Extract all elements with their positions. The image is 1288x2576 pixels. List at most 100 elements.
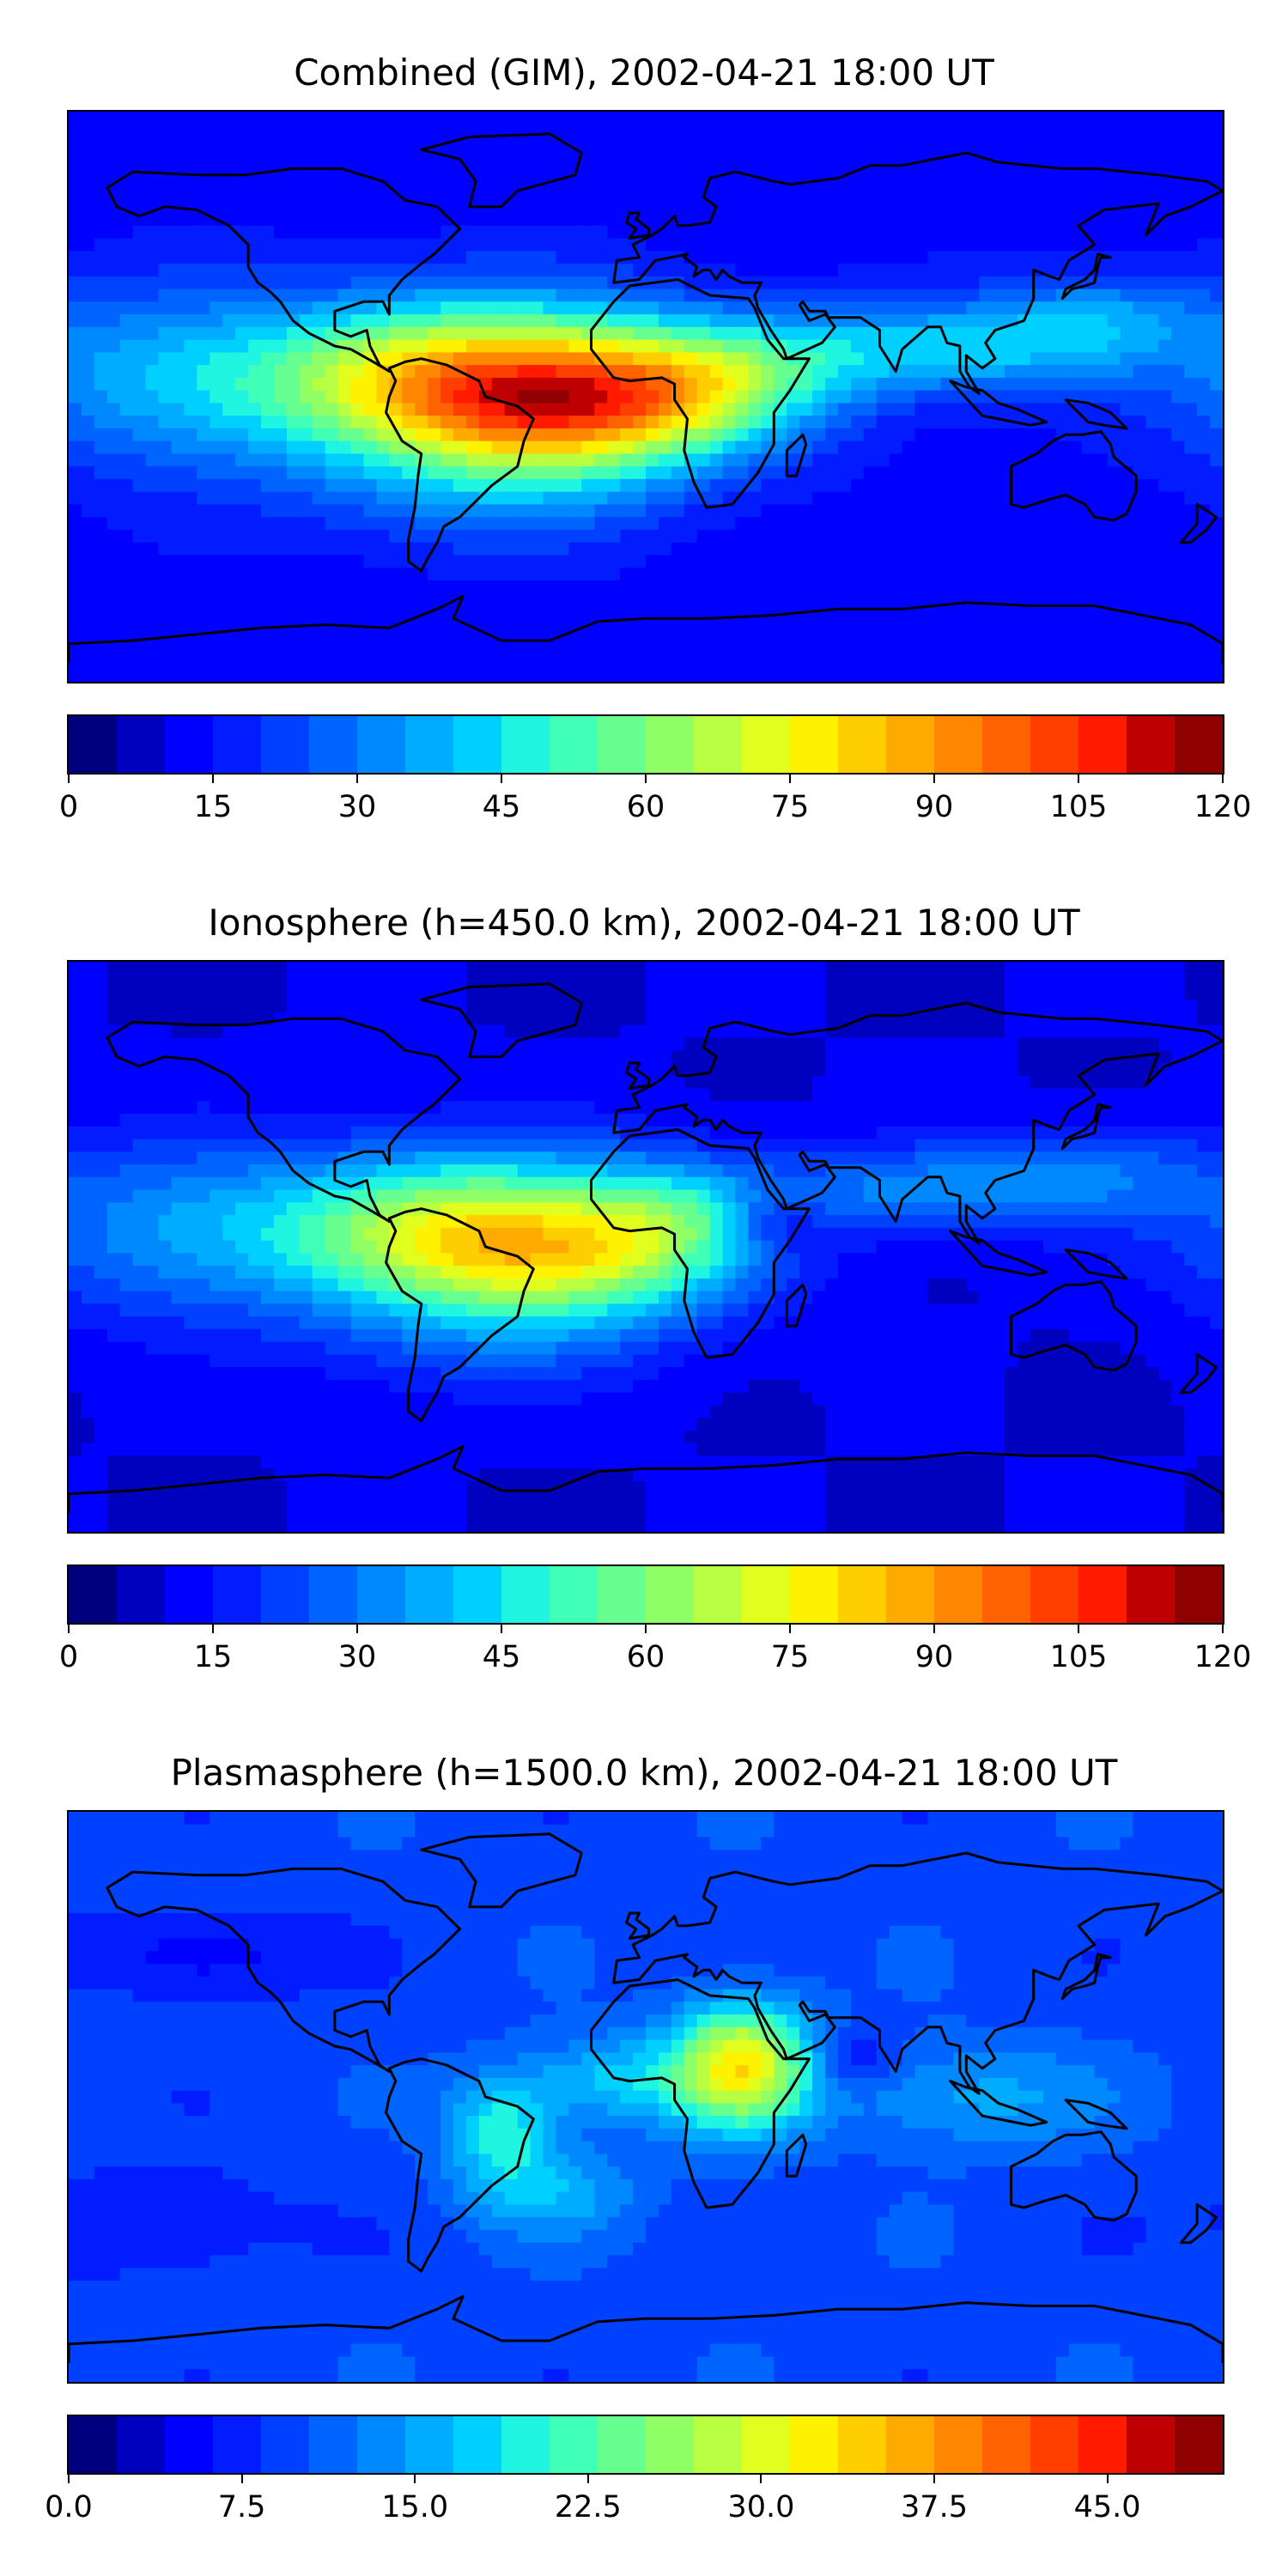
tec-cell [748, 238, 762, 252]
tec-cell [709, 339, 724, 354]
tec-cell [491, 529, 506, 544]
tec-cell [504, 999, 519, 1013]
tec-cell [799, 592, 813, 607]
tec-cell [491, 491, 506, 506]
tec-cell [709, 187, 724, 202]
tec-cell [299, 999, 313, 1013]
tec-cell [465, 225, 480, 240]
tec-cell [683, 631, 698, 645]
tec-cell [850, 504, 865, 518]
tec-cell [376, 974, 391, 988]
tec-cell [235, 365, 249, 379]
tec-cell [838, 555, 852, 568]
tec-cell [927, 1037, 942, 1052]
tec-cell [478, 251, 493, 264]
tec-cell [210, 112, 223, 125]
tec-cell [158, 643, 173, 658]
tec-cell [1184, 390, 1198, 404]
tec-cell [902, 618, 916, 632]
tec-cell [94, 962, 108, 975]
tec-cell [966, 289, 980, 303]
tec-cell [184, 517, 198, 531]
tec-cell [761, 669, 775, 682]
tec-cell [850, 974, 865, 988]
tec-cell [69, 251, 82, 264]
tec-cell [453, 1050, 467, 1064]
tec-cell [1197, 289, 1211, 303]
tec-cell [1068, 529, 1083, 544]
tec-cell [94, 200, 108, 214]
tec-cell [81, 466, 95, 480]
tec-cell [671, 466, 685, 480]
tec-cell [132, 124, 147, 138]
tec-cell [1068, 301, 1083, 315]
tec-cell [1030, 352, 1044, 366]
tec-cell [415, 504, 428, 518]
tec-cell [235, 403, 249, 416]
tec-cell [171, 314, 185, 328]
tec-cell [709, 112, 724, 125]
tec-cell [69, 568, 82, 581]
tec-cell [761, 416, 775, 429]
tec-cell [927, 580, 942, 594]
tec-cell [415, 542, 428, 556]
tec-cell [478, 149, 493, 163]
tec-cell [992, 149, 1005, 163]
tec-cell [966, 1024, 980, 1039]
tec-cell [1055, 1050, 1070, 1064]
tec-cell [1042, 428, 1057, 442]
tec-cell [863, 1024, 878, 1039]
tec-cell [607, 124, 621, 138]
map-combined [67, 110, 1224, 683]
tec-cell [1094, 416, 1109, 429]
tec-cell [1081, 1050, 1096, 1064]
tec-cell [222, 137, 236, 151]
tec-cell [863, 618, 878, 632]
tec-cell [889, 1063, 903, 1077]
tec-cell [299, 517, 313, 531]
tec-cell [1197, 225, 1211, 240]
tec-cell [402, 999, 416, 1013]
tec-cell [94, 491, 108, 506]
tec-cell [325, 390, 339, 404]
tec-cell [876, 112, 890, 125]
tec-cell [1120, 390, 1134, 404]
tec-cell [261, 1075, 275, 1090]
tec-cell [248, 962, 262, 975]
tec-cell [735, 1050, 750, 1064]
tec-cell [286, 428, 301, 442]
tec-cell [1018, 580, 1031, 594]
tec-cell [1145, 149, 1160, 163]
tec-cell [428, 377, 441, 392]
tec-cell [940, 276, 955, 290]
tec-cell [248, 504, 262, 518]
tec-cell [1184, 112, 1198, 125]
tec-cell [402, 568, 416, 581]
tec-cell [235, 428, 249, 442]
tec-cell [145, 112, 160, 125]
tec-cell [210, 999, 223, 1013]
tec-cell [1158, 352, 1172, 366]
tec-cell [530, 517, 544, 531]
tec-cell [325, 466, 339, 480]
tec-cell [709, 453, 724, 467]
tec-cell [299, 1063, 313, 1077]
tec-cell [1107, 352, 1121, 366]
tec-cell [620, 289, 634, 303]
tec-cell [1055, 352, 1070, 366]
tec-cell [376, 352, 391, 366]
tec-cell [337, 428, 352, 442]
tec-cell [1120, 264, 1134, 277]
tec-cell [774, 962, 787, 975]
tec-cell [838, 1012, 852, 1026]
tec-cell [132, 326, 147, 341]
colorbar-segment [165, 716, 213, 773]
tec-cell [863, 440, 878, 455]
tec-cell [106, 999, 121, 1013]
tec-cell [517, 301, 532, 315]
tec-cell [902, 491, 916, 506]
tec-cell [696, 251, 711, 264]
tec-cell [69, 112, 82, 125]
tec-cell [402, 580, 416, 594]
tec-cell [1094, 669, 1109, 682]
